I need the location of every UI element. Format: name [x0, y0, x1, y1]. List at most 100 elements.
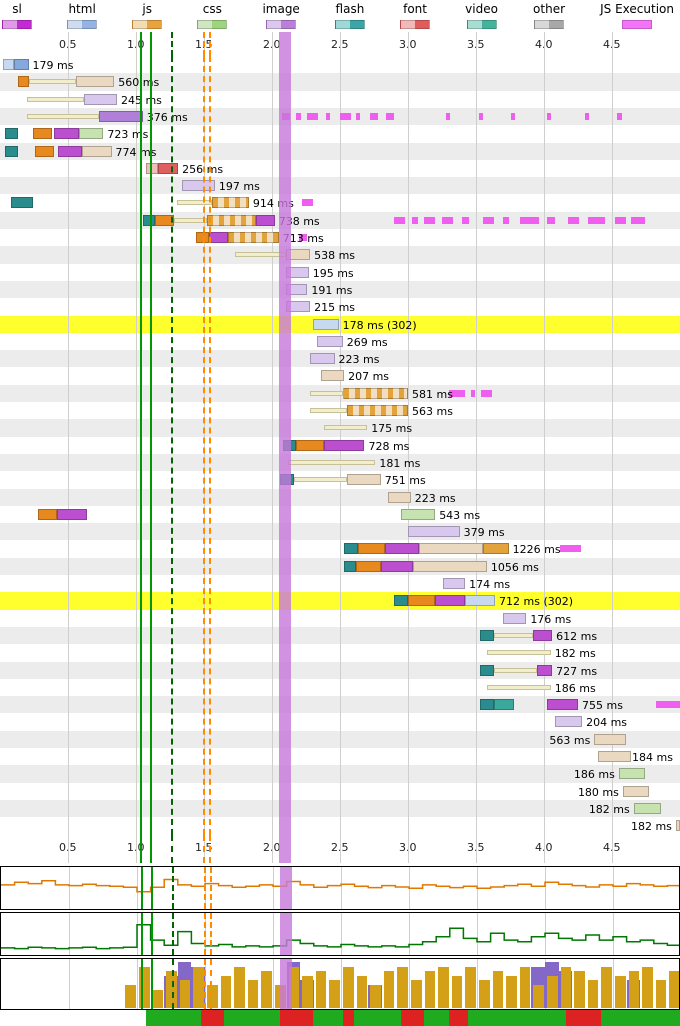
timing-bar-font_d — [157, 162, 179, 174]
request-time-label: 207 ms — [348, 370, 390, 384]
js-execution-mark — [614, 216, 626, 224]
request-row[interactable]: 182 ms — [0, 644, 680, 661]
timing-bar-img_l — [443, 578, 466, 589]
time-axis-bottom: 0.51.01.52.02.53.03.54.04.5 — [0, 835, 680, 863]
request-row[interactable]: 191 ms — [0, 280, 680, 299]
network-gold-bar — [465, 966, 476, 1008]
gridline — [69, 867, 70, 909]
request-row[interactable]: 182 ms — [0, 817, 680, 834]
timing-bar-ssl — [255, 214, 275, 226]
timing-bar-beige — [413, 560, 487, 572]
request-row[interactable]: 543 ms — [0, 506, 680, 523]
timing-bar-img_l — [316, 335, 343, 347]
request-row[interactable]: 175 ms — [0, 419, 680, 437]
network-gold-bar — [479, 980, 490, 1008]
request-row[interactable]: 914 ms — [0, 194, 680, 211]
marker-first-paint — [149, 32, 152, 56]
request-row[interactable]: 207 ms — [0, 367, 680, 384]
activity-busy-segment — [280, 1010, 313, 1026]
js-execution-mark — [587, 216, 606, 224]
request-row[interactable]: 181 ms — [0, 453, 680, 472]
request-time-label: 612 ms — [556, 629, 598, 643]
js-execution-mark — [511, 112, 516, 120]
timing-bar-dns — [480, 664, 494, 676]
request-row[interactable]: 186 ms — [0, 679, 680, 696]
marker-first-paint — [149, 56, 152, 835]
marker-on-load-start — [203, 913, 206, 955]
timing-bar-beige — [622, 785, 649, 797]
marker-first-paint — [149, 835, 152, 863]
timing-bar-css — [618, 768, 645, 780]
gridline — [68, 835, 69, 863]
timing-bar-html_l — [465, 595, 496, 607]
request-row[interactable]: 180 ms — [0, 783, 680, 800]
network-gold-bar — [492, 971, 504, 1008]
video-swatch-icon — [466, 20, 497, 29]
timing-bar-con — [408, 595, 436, 607]
timing-bar-html_l — [2, 59, 14, 70]
network-gold-bar — [302, 975, 313, 1008]
request-time-label: 1226 ms — [512, 543, 561, 557]
request-row[interactable]: 176 ms — [0, 610, 680, 627]
timing-bar-beige — [594, 733, 626, 745]
legend-item-js-execution: JS Execution — [600, 2, 674, 32]
marker-start-render — [140, 56, 143, 835]
timing-bar-dns — [5, 145, 18, 157]
js-execution-mark — [617, 112, 622, 120]
timing-bar-dns — [344, 560, 357, 572]
marker-dom-content-loaded — [171, 32, 174, 56]
timing-bar-img_l — [84, 93, 117, 105]
gridline — [612, 835, 613, 863]
request-row[interactable]: 174 ms — [0, 575, 680, 592]
js-execution-mark — [478, 112, 483, 120]
request-row[interactable]: 1226 ms — [0, 540, 680, 557]
marker-on-load-start — [203, 867, 206, 909]
gridline — [408, 32, 409, 56]
axis-tick-label: 3.0 — [399, 38, 417, 51]
network-gold-bar — [370, 985, 381, 1008]
js-execution-mark — [424, 216, 436, 224]
marker-largest-contentful-paint — [278, 835, 292, 863]
request-row[interactable]: 179 ms — [0, 56, 680, 73]
js-execution-mark — [296, 112, 301, 120]
legend-label: js — [142, 2, 153, 16]
request-row[interactable]: 723 ms — [0, 125, 680, 142]
html-swatch-icon — [67, 20, 98, 29]
gridline — [477, 959, 478, 1009]
request-row[interactable]: 195 ms — [0, 264, 680, 281]
network-gold-bar — [601, 966, 612, 1008]
request-time-label: 176 ms — [530, 612, 572, 626]
legend-label: other — [533, 2, 566, 16]
request-row[interactable]: 223 ms — [0, 350, 680, 368]
js-execution-mark — [442, 216, 453, 224]
request-row[interactable]: 563 ms — [0, 402, 680, 419]
js-execution-mark — [448, 389, 466, 397]
request-row[interactable]: 184 ms — [0, 748, 680, 765]
timing-bar-img_l — [503, 612, 527, 624]
gridline — [476, 835, 477, 863]
request-row[interactable]: 538 ms — [0, 246, 680, 264]
axis-tick-label: 4.0 — [535, 38, 553, 51]
request-row[interactable]: 204 ms — [0, 713, 680, 730]
timing-bar-wait — [493, 667, 538, 673]
marker-dom-content-loaded — [172, 959, 175, 1009]
marker-largest-contentful-paint — [279, 913, 293, 955]
js-execution-mark — [631, 216, 645, 224]
request-time-label: 186 ms — [554, 681, 596, 695]
network-gold-bar — [506, 975, 517, 1008]
request-row[interactable]: 269 ms — [0, 333, 680, 350]
activity-busy-segment — [448, 1010, 468, 1026]
request-row[interactable]: 581 ms — [0, 384, 680, 402]
timing-bar-wait — [293, 477, 347, 483]
marker-on-load-start — [202, 56, 205, 835]
marker-on-load-end — [209, 835, 212, 863]
gridline — [136, 32, 137, 56]
request-row[interactable]: 215 ms — [0, 298, 680, 315]
activity-busy-segment — [342, 1010, 354, 1026]
network-gold-bar — [343, 966, 354, 1008]
axis-tick-label: 2.5 — [331, 38, 349, 51]
js-execution-mark — [470, 389, 475, 397]
request-time-label: 728 ms — [368, 439, 410, 453]
request-time-label: 1056 ms — [490, 560, 539, 574]
legend-item-other: other — [533, 2, 565, 32]
